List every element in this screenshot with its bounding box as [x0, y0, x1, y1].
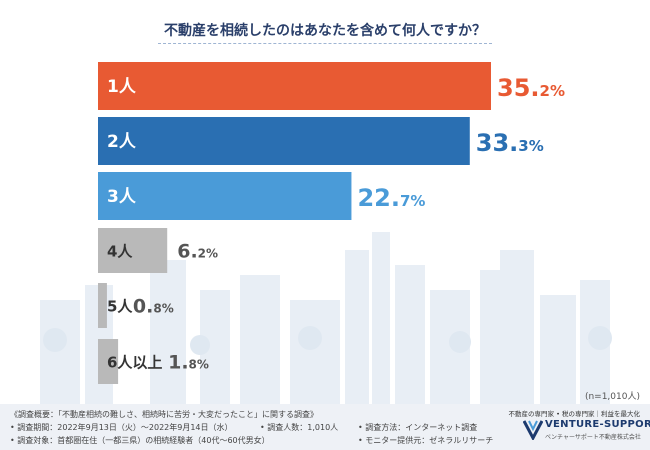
- bar-6: [98, 339, 119, 384]
- value-labels: 35.2% 33.3% 22.7% 6.2% 0.8% 1.8%: [133, 74, 565, 374]
- survey-count: • 調査人数：1,010人: [260, 423, 339, 432]
- bar-5: [98, 283, 107, 328]
- value-label-5: 0.8%: [133, 296, 174, 318]
- survey-overview: 《調査概要：「不動産相続の難しさ、相続時に苦労・大変だったこと」に関する調査》: [10, 410, 318, 419]
- category-label-1: 1人: [107, 77, 137, 97]
- title-underline: [158, 43, 492, 44]
- value-label-4: 6.2%: [177, 241, 218, 263]
- trees-background: [43, 326, 612, 355]
- brand-name: VENTURE-SUPPORT: [545, 419, 650, 430]
- brand-tagline: 不動産の専門家 • 税の専門家｜利益を最大化: [508, 410, 640, 418]
- category-label-6: 6人以上: [107, 354, 162, 372]
- bar-3: [98, 172, 352, 220]
- survey-period: • 調査期間：2022年9月13日（火）～2022年9月14日（水）: [10, 423, 233, 432]
- bar-4: [98, 228, 168, 273]
- sample-size-note: (n=1,010人): [584, 392, 640, 402]
- bar-2: [98, 117, 470, 165]
- value-label-1: 35.2%: [497, 74, 565, 102]
- category-label-4: 4人: [107, 243, 133, 261]
- value-label-6: 1.8%: [168, 352, 209, 374]
- brand-company: ベンチャーサポート不動産株式会社: [545, 434, 641, 441]
- chart-title: 不動産を相続したのはあなたを含めて何人ですか？: [164, 23, 486, 39]
- value-label-3: 22.7%: [357, 184, 425, 212]
- bar-chart: 1人 2人 3人 4人 5人 6人以上 35.2% 33.3% 22.7% 6.2% 0.8% 1.…: [40, 62, 612, 404]
- survey-method: • 調査方法：インターネット調査: [358, 423, 478, 432]
- survey-target: • 調査対象：首都圏在住（一都三県）の相続経験者（40代～60代男女）: [10, 436, 270, 445]
- category-labels: 1人 2人 3人 4人 5人 6人以上: [107, 77, 162, 372]
- survey-provider: • モニター提供元：ゼネラルリサーチ: [358, 436, 494, 445]
- survey-footer: [0, 404, 650, 450]
- bar-1: [98, 62, 491, 110]
- category-label-3: 3人: [107, 187, 137, 207]
- category-label-2: 2人: [107, 132, 137, 152]
- city-skyline-background: [40, 232, 610, 404]
- venture-support-logo-icon: [523, 420, 543, 440]
- category-label-5: 5人: [107, 298, 133, 316]
- bars-layer: [98, 62, 491, 384]
- value-label-2: 33.3%: [476, 129, 544, 157]
